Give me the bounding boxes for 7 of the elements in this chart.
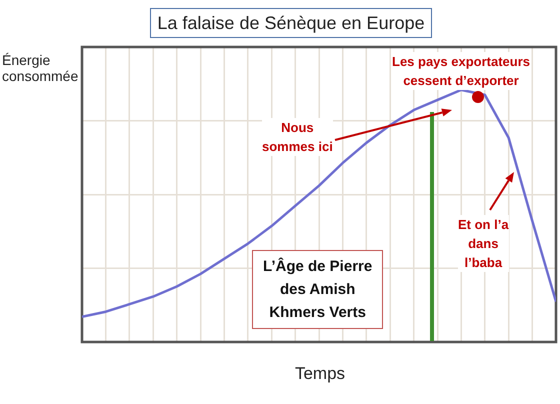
y-axis-title: Énergie consommée bbox=[2, 52, 78, 84]
x-axis-title: Temps bbox=[294, 364, 346, 384]
chart-title: La falaise de Sénèque en Europe bbox=[150, 8, 432, 38]
text: Les pays exportateurs cessent d’exporter bbox=[392, 52, 530, 90]
annotation: Et on l’a dans l’baba bbox=[458, 215, 509, 272]
annotation: Nous sommes ici bbox=[262, 118, 333, 156]
annotation: L’Âge de Pierre des Amish Khmers Verts bbox=[252, 250, 384, 329]
